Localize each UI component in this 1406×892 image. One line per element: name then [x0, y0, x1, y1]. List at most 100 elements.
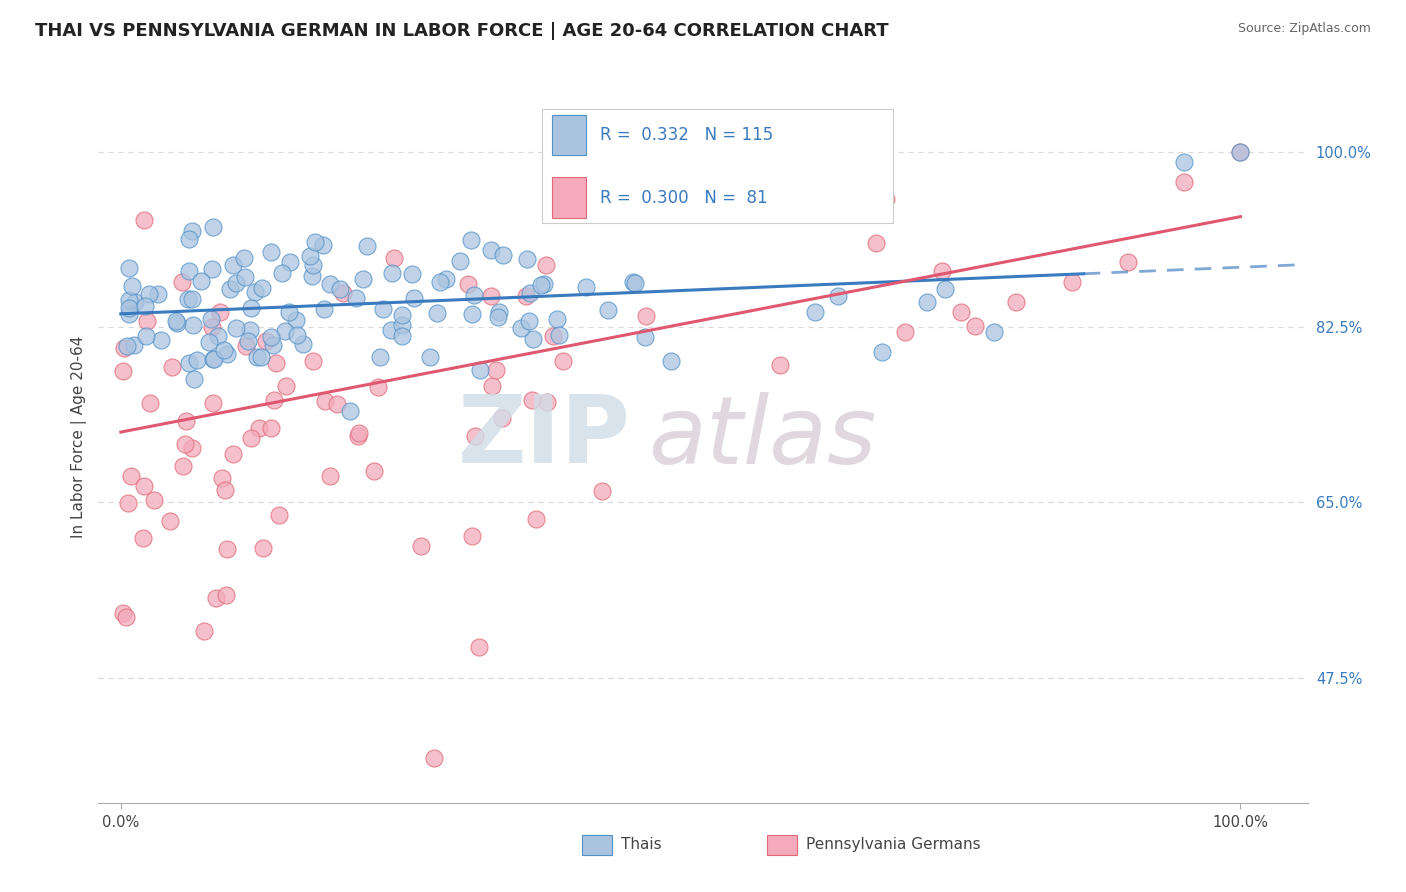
Point — [207, 328, 229, 343]
Point — [332, 286, 354, 301]
Point — [160, 359, 183, 374]
Point — [391, 308, 413, 322]
Point — [381, 266, 404, 280]
Point — [301, 268, 323, 283]
Point — [263, 392, 285, 407]
Text: Source: ZipAtlas.com: Source: ZipAtlas.com — [1237, 22, 1371, 36]
Point — [349, 425, 371, 440]
Point — [112, 341, 135, 355]
Point — [222, 259, 245, 273]
Point — [893, 325, 915, 339]
FancyBboxPatch shape — [543, 110, 893, 224]
Point — [225, 321, 247, 335]
Point — [515, 289, 537, 303]
Point — [165, 314, 187, 328]
Point — [318, 277, 340, 292]
Point — [134, 299, 156, 313]
Point — [277, 305, 299, 319]
Point — [522, 332, 544, 346]
Point — [239, 323, 262, 337]
Bar — [551, 178, 586, 218]
Point — [1229, 145, 1251, 159]
Point — [120, 469, 142, 483]
Point — [181, 441, 204, 455]
Point — [468, 363, 491, 377]
Point — [516, 252, 538, 266]
Text: Pennsylvania Germans: Pennsylvania Germans — [806, 837, 980, 852]
Point — [256, 334, 278, 349]
Point — [318, 468, 340, 483]
Point — [132, 532, 155, 546]
Point — [368, 351, 391, 365]
Point — [260, 421, 283, 435]
Point — [1173, 175, 1195, 189]
Point — [865, 236, 887, 251]
Point — [1005, 294, 1028, 309]
Text: R =  0.332   N = 115: R = 0.332 N = 115 — [600, 127, 773, 145]
Point — [302, 258, 325, 272]
Point — [380, 323, 402, 337]
Point — [1118, 254, 1140, 268]
Point — [591, 484, 613, 499]
Point — [117, 496, 139, 510]
Point — [304, 235, 326, 249]
Point — [236, 334, 259, 348]
Point — [373, 302, 395, 317]
Point — [488, 305, 510, 319]
Point — [419, 350, 441, 364]
Point — [180, 224, 202, 238]
Point — [434, 271, 457, 285]
Point — [235, 339, 257, 353]
Point — [457, 277, 479, 291]
Point — [409, 539, 432, 553]
Point — [363, 464, 385, 478]
Point — [214, 483, 236, 498]
Point — [146, 287, 169, 301]
Point — [551, 353, 574, 368]
Point — [260, 245, 283, 260]
Point — [159, 515, 181, 529]
Point — [519, 286, 541, 301]
Point — [339, 403, 361, 417]
Point — [1173, 154, 1195, 169]
Bar — [768, 835, 797, 855]
Point — [274, 325, 297, 339]
Point — [292, 337, 315, 351]
Point — [260, 330, 283, 344]
Point — [138, 396, 160, 410]
Point — [186, 352, 208, 367]
Point — [214, 343, 236, 358]
Point — [143, 493, 166, 508]
Point — [401, 267, 423, 281]
Point — [179, 355, 201, 369]
Point — [225, 276, 247, 290]
Point — [367, 380, 389, 394]
Point — [344, 291, 367, 305]
Point — [481, 243, 503, 257]
Point — [239, 431, 262, 445]
Point — [181, 292, 204, 306]
Text: R =  0.300   N =  81: R = 0.300 N = 81 — [600, 188, 768, 207]
Point — [284, 312, 307, 326]
Point — [541, 329, 564, 343]
Point — [150, 333, 173, 347]
Point — [267, 508, 290, 522]
Point — [214, 588, 236, 602]
Text: atlas: atlas — [648, 392, 877, 483]
Point — [201, 396, 224, 410]
Point — [449, 253, 471, 268]
Point — [312, 302, 335, 317]
Point — [352, 272, 374, 286]
Point — [931, 264, 953, 278]
Point — [118, 301, 141, 315]
Point — [460, 233, 482, 247]
Point — [135, 329, 157, 343]
Point — [934, 282, 956, 296]
Point — [264, 355, 287, 369]
Point — [963, 319, 986, 334]
Point — [404, 291, 426, 305]
Point — [486, 310, 509, 324]
Point — [623, 276, 645, 290]
Point — [329, 282, 352, 296]
Point — [481, 379, 503, 393]
